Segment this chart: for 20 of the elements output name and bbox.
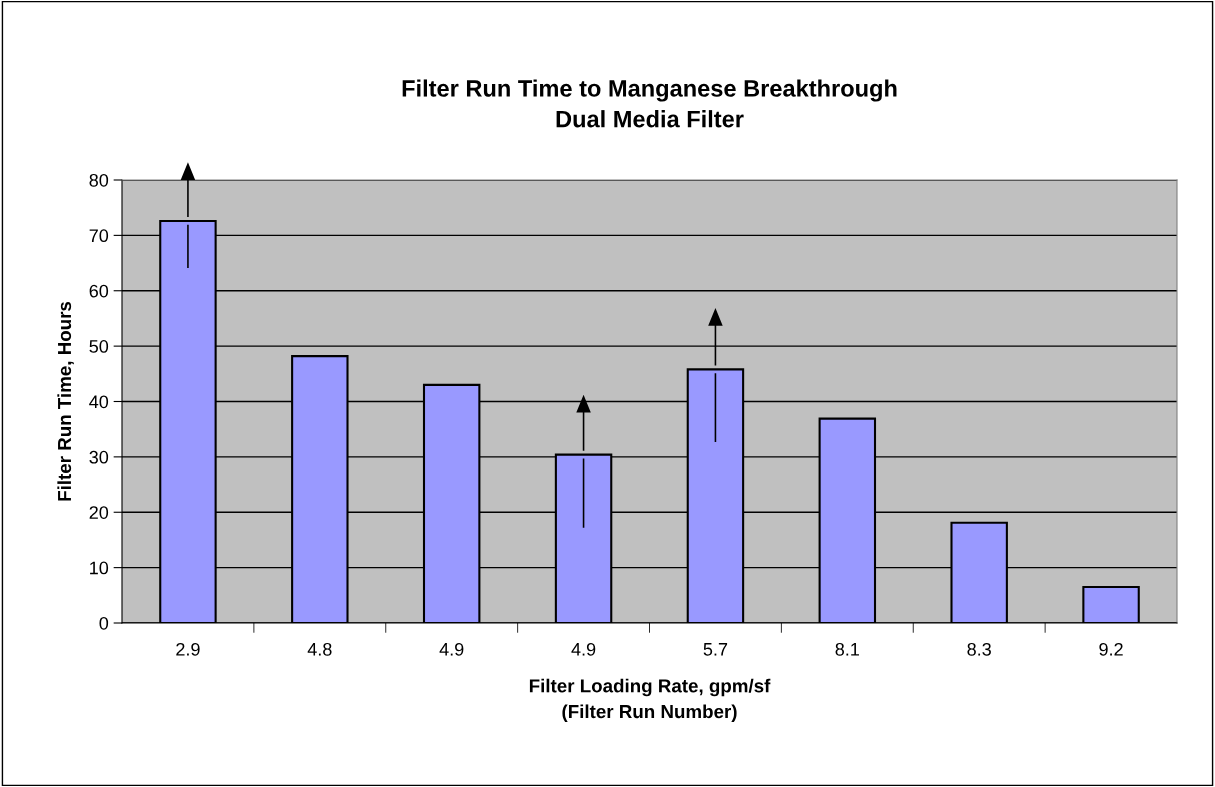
x-tick-label: 5.7 xyxy=(703,643,728,656)
y-axis-title: Filter Run Time, Hours xyxy=(57,301,74,501)
y-tick-label: 80 xyxy=(89,173,109,187)
y-tick-label: 50 xyxy=(89,340,109,353)
y-tick-label: 20 xyxy=(89,506,109,519)
x-tick-label: 8.3 xyxy=(967,642,991,656)
x-tick-label: 2.9 xyxy=(176,642,200,656)
y-tick-label: 30 xyxy=(89,450,109,464)
chart-title: Filter Run Time to Manganese Breakthrough Dual Media Filter xyxy=(402,79,897,128)
y-tick-label: 10 xyxy=(90,561,109,575)
x-tick-label: 9.2 xyxy=(1099,642,1123,656)
y-tick-label: 0 xyxy=(99,616,109,630)
x-tick-label: 4.9 xyxy=(571,642,596,656)
x-tick-label: 4.9 xyxy=(439,642,464,656)
x-tick-label: 8.1 xyxy=(835,642,859,656)
y-tick-label: 70 xyxy=(89,229,109,243)
y-tick-label: 60 xyxy=(89,284,109,298)
x-axis-title: Filter Loading Rate, gpm/sf (Filter Run Number) xyxy=(529,678,771,722)
y-tick-label: 40 xyxy=(89,395,109,409)
x-tick-label: 4.8 xyxy=(307,642,332,656)
